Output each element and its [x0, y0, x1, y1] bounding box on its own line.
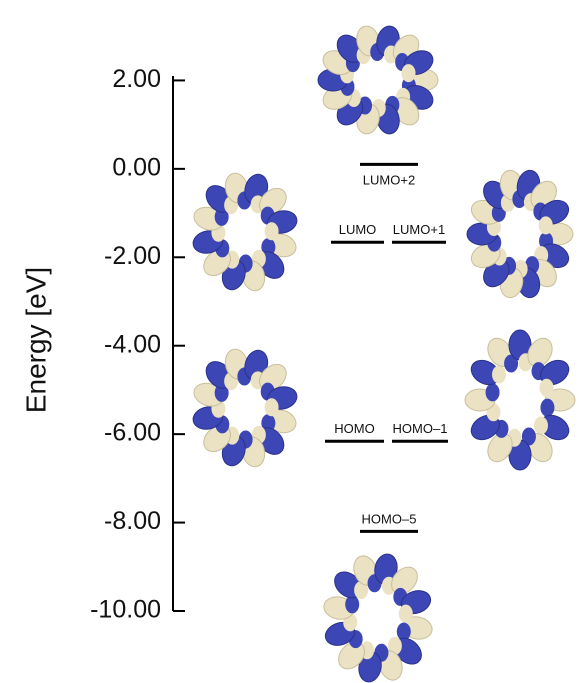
orbital-lobe — [504, 354, 519, 373]
y-axis-label: Energy [eV] — [20, 267, 51, 413]
orbital-lobe — [345, 595, 360, 614]
y-tick-label: -4.00 — [104, 330, 161, 358]
orbital-lobe — [264, 222, 279, 241]
orbital-lobe — [538, 216, 553, 235]
orbital-image — [466, 169, 574, 299]
y-tick-label: -10.00 — [90, 596, 161, 624]
orbital-lobe — [264, 398, 279, 417]
orbital-lobe — [401, 64, 416, 83]
orbital-lobe — [521, 427, 536, 446]
orbital-lobe — [540, 359, 570, 386]
y-tick-label: -8.00 — [104, 507, 161, 535]
orbital-lobe — [470, 414, 500, 441]
level-label: LUMO+2 — [363, 172, 415, 187]
orbital-lobe — [539, 378, 554, 397]
orbital-lobe — [398, 604, 413, 623]
orbital-lobe — [527, 337, 553, 367]
orbital-lobe — [485, 383, 500, 402]
orbital-lobe — [533, 416, 548, 435]
level-label: HOMO — [334, 421, 374, 436]
level-label: HOMO–1 — [393, 421, 448, 436]
y-tick-label: 2.00 — [112, 65, 161, 93]
level-label: LUMO — [339, 222, 377, 237]
orbital-lobe — [540, 398, 555, 417]
orbital-lobe — [354, 581, 369, 600]
level-label: HOMO–5 — [362, 511, 417, 526]
orbital-image — [464, 329, 576, 471]
level-label: LUMO+1 — [393, 222, 445, 237]
orbital-image — [317, 25, 439, 135]
orbital-lobe — [338, 641, 365, 670]
orbital-lobe — [391, 566, 418, 595]
orbital-lobe — [396, 622, 411, 641]
y-tick-label: -2.00 — [104, 242, 161, 270]
orbital-image — [323, 553, 433, 683]
orbital-lobe — [487, 433, 513, 463]
orbital-image — [192, 172, 298, 292]
orbital-lobe — [492, 365, 507, 384]
y-tick-label: -6.00 — [104, 419, 161, 447]
orbital-lobe — [387, 636, 402, 655]
y-tick-label: 0.00 — [112, 153, 161, 181]
orbital-image — [192, 348, 298, 468]
